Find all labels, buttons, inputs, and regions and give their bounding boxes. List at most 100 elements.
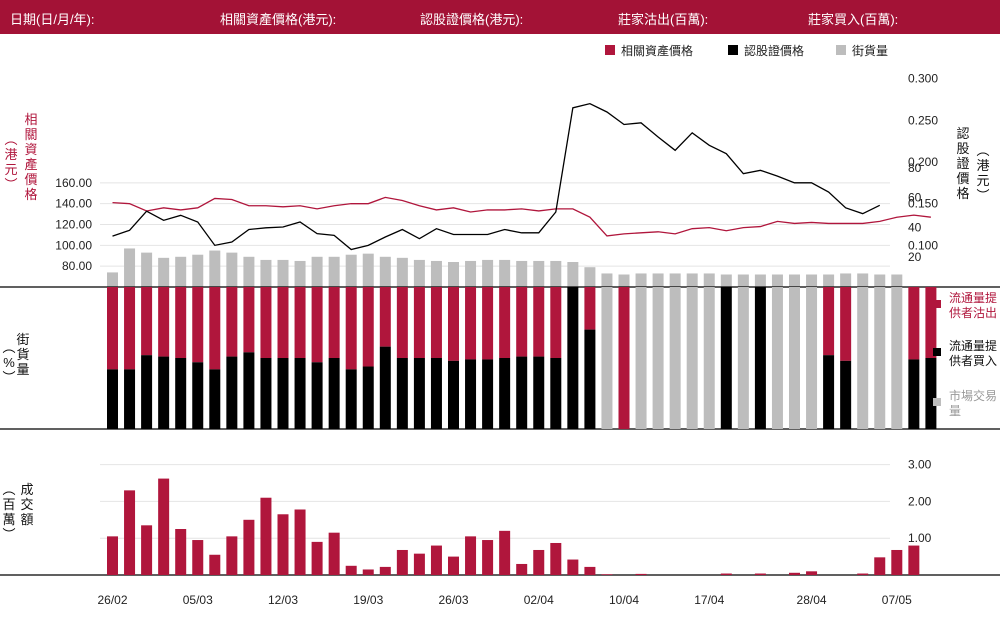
turnover-bar	[720, 573, 732, 575]
dealer-sell-bar	[124, 287, 136, 370]
dealer-sell-bar	[823, 287, 835, 356]
street-volume-bar	[584, 267, 596, 287]
dealer-buy-bar	[533, 356, 545, 429]
turnover-bar	[311, 541, 323, 575]
dealer-sell-bar	[260, 287, 272, 358]
pct-tick-label: 80	[908, 161, 922, 175]
turnover-bar	[430, 545, 442, 575]
dealer-buy-bar	[277, 358, 289, 429]
street-volume-bar	[362, 253, 374, 287]
turnover-bar	[413, 553, 425, 575]
legend-swatch	[933, 348, 941, 356]
dealer-buy-bar	[192, 362, 204, 429]
date-label: 日期(日/月/年):	[10, 12, 95, 27]
street-volume-bar	[840, 273, 852, 287]
turnover-bar	[516, 563, 528, 575]
market-volume-bar	[857, 287, 869, 429]
legend-swatch	[836, 45, 846, 55]
warrant-price-line	[112, 102, 881, 251]
street-volume-bar	[567, 261, 579, 287]
turnover-tick-label: 3.00	[908, 458, 932, 472]
turnover-bar	[209, 554, 221, 575]
dealer-sell-bar	[482, 287, 494, 360]
street-volume-bar	[430, 260, 442, 287]
dealer-buy-bar	[908, 359, 920, 429]
street-volume-bar	[601, 273, 613, 287]
dealer-buy-bar	[550, 358, 562, 429]
right-tick-label: 0.150	[908, 197, 938, 211]
turnover-tick-label: 2.00	[908, 494, 932, 508]
dealer-sell-bar	[499, 287, 511, 358]
street-volume-bar	[141, 252, 153, 287]
street-volume-bar	[379, 256, 391, 287]
market-volume-bar	[635, 287, 647, 429]
street-volume-bar	[158, 257, 170, 287]
street-volume-bar	[771, 274, 783, 287]
market-volume-bar	[789, 287, 800, 429]
turnover-bar	[857, 573, 869, 575]
market-volume-bar	[669, 287, 681, 429]
street-volume-bar	[413, 259, 425, 287]
market-volume-bar	[874, 287, 886, 429]
turnover-bar	[635, 573, 647, 575]
turnover-bar	[499, 530, 511, 575]
dealer-sell-bar	[396, 287, 408, 358]
dealer-buy-bar	[840, 360, 852, 429]
turnover-bar	[362, 569, 374, 575]
pct-tick-label: 40	[908, 220, 922, 234]
dealer-sell-bar	[584, 287, 596, 330]
street-volume-bar	[124, 248, 136, 287]
turnover-bar	[601, 574, 613, 575]
turnover-bar	[396, 549, 408, 575]
legend-label: 市場交易量	[949, 388, 997, 418]
dealer-sell-bar	[311, 287, 323, 363]
dealer-sell-bar	[533, 287, 545, 357]
street-volume-bar	[209, 250, 221, 287]
pct-tick-label: 20	[908, 250, 922, 264]
dealer-sell-bar	[550, 287, 562, 358]
market-volume-bar	[686, 287, 698, 429]
street-volume-bar	[550, 260, 562, 287]
street-volume-bar	[175, 256, 187, 287]
street-volume-bar	[754, 274, 766, 287]
street-volume-bar	[516, 260, 528, 287]
right-axis-title: 認股證價格	[956, 126, 970, 201]
left-tick-label: 100.00	[55, 238, 92, 252]
dealer-buy-bar	[396, 358, 408, 429]
dealer-sell-bar	[430, 287, 442, 358]
market-volume-bar	[703, 287, 715, 429]
turnover-bar	[226, 536, 238, 575]
market-volume-bar	[891, 287, 903, 429]
street-volume-bar	[107, 272, 118, 287]
street-volume-bar	[277, 259, 289, 287]
x-tick-label: 05/03	[183, 593, 213, 607]
legend-label: 流通量提供者沽出	[949, 290, 997, 320]
right-tick-label: 0.100	[908, 238, 938, 252]
dealer-sell-bar	[243, 287, 255, 353]
street-volume-bar	[328, 256, 340, 287]
turnover-bar	[448, 556, 459, 575]
street-volume-bar	[448, 261, 459, 287]
dealer-buy-bar	[124, 369, 136, 429]
street-volume-bar	[192, 254, 204, 287]
right-tick-label: 0.300	[908, 72, 938, 86]
dealer-sell-bar	[192, 287, 204, 363]
street-volume-bar	[857, 273, 869, 287]
street-volume-bar	[703, 273, 715, 287]
dealer-buy-bar	[499, 358, 511, 429]
turnover-bar	[465, 536, 477, 575]
x-tick-label: 10/04	[609, 593, 639, 607]
turnover-bar	[789, 572, 800, 575]
x-tick-label: 07/05	[882, 593, 912, 607]
street-volume-bar	[789, 274, 800, 287]
dealer-sell-bar	[345, 287, 357, 370]
dealer-sell-bar	[158, 287, 170, 357]
street-volume-bar	[294, 260, 306, 287]
turnover-bar	[124, 490, 136, 575]
street-volume-bar	[618, 274, 630, 287]
dealer-sell-bar	[925, 287, 937, 358]
x-tick-label: 19/03	[353, 593, 383, 607]
dealer-sell-bar	[226, 287, 238, 357]
street-volume-bar	[720, 274, 732, 287]
dealer-buy-bar	[413, 358, 425, 429]
